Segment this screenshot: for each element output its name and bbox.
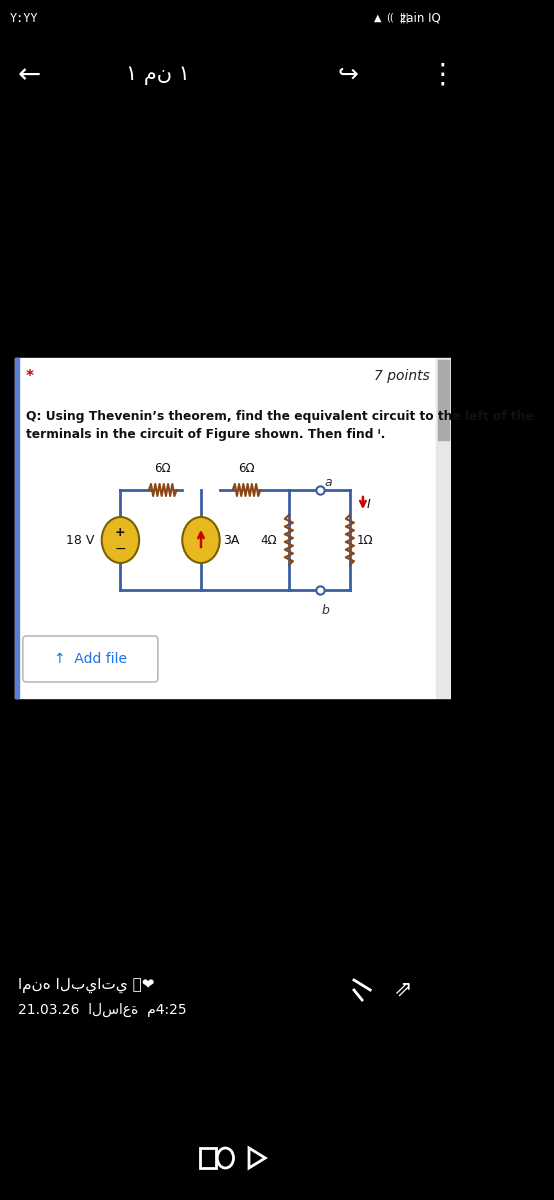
Text: ⋮: ⋮ <box>429 61 456 89</box>
Text: 1Ω: 1Ω <box>356 534 373 546</box>
Text: ((: (( <box>387 13 394 23</box>
Text: 6Ω: 6Ω <box>238 462 255 475</box>
Text: zain IQ: zain IQ <box>401 12 441 24</box>
Text: a: a <box>325 475 332 488</box>
Text: ١ من ١: ١ من ١ <box>126 65 190 85</box>
Text: ⇗: ⇗ <box>393 980 412 1000</box>
Text: 6Ω: 6Ω <box>155 462 171 475</box>
Text: I: I <box>367 498 371 510</box>
Bar <box>200 1148 217 1168</box>
Text: 18 V: 18 V <box>66 534 94 546</box>
Bar <box>438 360 449 440</box>
Text: b: b <box>321 604 329 617</box>
Text: Q: Using Thevenin’s theorem, find the equivalent circuit to the left of the: Q: Using Thevenin’s theorem, find the eq… <box>26 410 534 422</box>
Text: *: * <box>26 368 34 384</box>
Bar <box>14 358 19 698</box>
Text: |||: ||| <box>399 13 409 23</box>
Circle shape <box>102 517 139 563</box>
Text: ▲: ▲ <box>375 13 382 23</box>
Text: 4Ω: 4Ω <box>261 534 278 546</box>
Bar <box>14 358 436 698</box>
Text: 21.03.26  الساعة  م4:25: 21.03.26 الساعة م4:25 <box>18 1003 187 1018</box>
Text: ↑  Add file: ↑ Add file <box>54 652 127 666</box>
Text: +: + <box>115 526 126 539</box>
Bar <box>436 358 451 698</box>
Text: ←: ← <box>18 61 41 89</box>
Text: −: − <box>115 542 126 556</box>
Text: 7 points: 7 points <box>374 370 430 383</box>
FancyBboxPatch shape <box>23 636 158 682</box>
Text: ↪: ↪ <box>338 62 358 86</box>
Circle shape <box>182 517 220 563</box>
Text: terminals in the circuit of Figure shown. Then find ᴵ.: terminals in the circuit of Figure shown… <box>26 428 386 440</box>
Text: 3A: 3A <box>223 534 239 546</box>
Text: Y:YY: Y:YY <box>10 12 38 24</box>
Text: امنه البياتي 🍒❤️: امنه البياتي 🍒❤️ <box>18 977 155 992</box>
